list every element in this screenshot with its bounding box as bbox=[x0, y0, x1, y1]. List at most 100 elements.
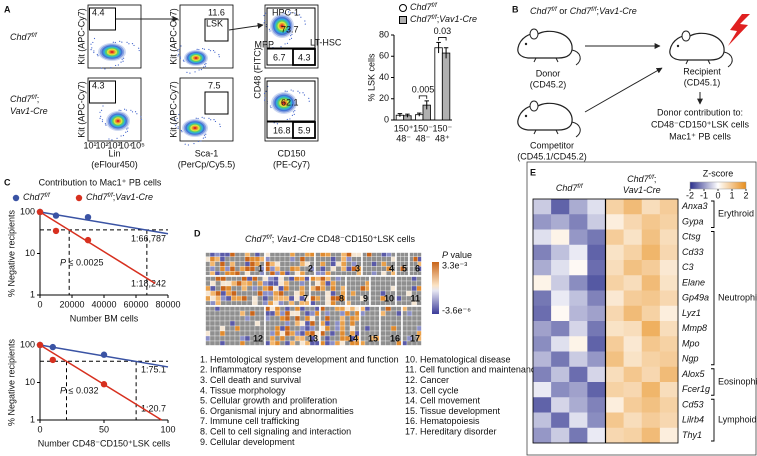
term-cell bbox=[364, 325, 371, 332]
heatmap-cell bbox=[533, 290, 552, 307]
genotype-part: ; bbox=[272, 234, 277, 244]
y-tick-label: 10 bbox=[25, 377, 35, 387]
x-tick-label: 48⁻ bbox=[416, 133, 431, 143]
term-cell bbox=[244, 315, 251, 322]
heatmap-cell bbox=[605, 305, 624, 322]
term-cell bbox=[369, 310, 376, 317]
heatmap-cell bbox=[587, 351, 606, 368]
fit-line bbox=[39, 211, 156, 285]
event-dot bbox=[290, 37, 293, 39]
event-dot bbox=[140, 116, 142, 118]
term-cell bbox=[214, 335, 221, 342]
mouse-label: (CD45.1) bbox=[684, 77, 721, 87]
density bbox=[280, 24, 284, 28]
x-tick-label: 150⁻ bbox=[413, 123, 433, 133]
x-tick-label: 60000 bbox=[123, 299, 148, 309]
term-cell bbox=[350, 285, 356, 292]
genotype-part: f/f bbox=[432, 2, 438, 9]
genotype-part: Chd7 bbox=[410, 14, 433, 24]
event-dot bbox=[203, 117, 205, 119]
term-cell bbox=[340, 261, 347, 267]
heatmap-cell bbox=[641, 199, 661, 215]
event-dot bbox=[131, 111, 134, 113]
heatmap-cell bbox=[587, 336, 606, 352]
term-cell bbox=[340, 256, 347, 262]
tile-number: 10 bbox=[384, 293, 394, 303]
term-cell bbox=[390, 315, 397, 322]
event-dot bbox=[198, 69, 200, 71]
heatmap-cell bbox=[623, 366, 643, 383]
term-cell bbox=[209, 320, 216, 327]
heatmap-cell bbox=[641, 305, 661, 322]
density bbox=[110, 50, 114, 54]
term-cell bbox=[239, 325, 246, 332]
term-cell bbox=[209, 335, 216, 342]
competitor-mouse bbox=[517, 100, 581, 138]
heatmap-cell bbox=[569, 305, 588, 322]
heatmap-cell bbox=[605, 366, 624, 383]
gate bbox=[266, 80, 316, 122]
event-dot bbox=[298, 14, 301, 16]
data-point bbox=[52, 227, 60, 235]
event-dot bbox=[116, 137, 118, 139]
data-point bbox=[49, 343, 56, 351]
x-axis-label: (eFlour450) bbox=[91, 159, 138, 169]
term-cell bbox=[267, 290, 274, 297]
term-cell bbox=[274, 315, 281, 322]
term-cell bbox=[294, 320, 301, 327]
event-dot bbox=[286, 118, 288, 121]
heatmap-cell bbox=[659, 382, 679, 398]
term-cell bbox=[273, 290, 279, 297]
term-cell bbox=[406, 325, 413, 332]
colorbar-tick-label: 1 bbox=[729, 190, 734, 200]
heatmap-cell bbox=[659, 336, 679, 352]
term-cell bbox=[360, 285, 366, 292]
term-cell bbox=[349, 310, 356, 317]
term-cell bbox=[214, 266, 221, 272]
term-cell bbox=[349, 320, 356, 327]
heatmap-cell bbox=[587, 397, 606, 413]
gate-label: LSK bbox=[206, 18, 223, 28]
tile-number: 7 bbox=[303, 293, 308, 303]
heatmap-cell bbox=[659, 321, 679, 337]
heatmap-cell bbox=[587, 366, 606, 383]
term-cell bbox=[231, 285, 237, 292]
heatmap-cell bbox=[605, 321, 624, 337]
term-cell bbox=[314, 295, 321, 302]
term-cell bbox=[339, 320, 346, 327]
term-cell bbox=[236, 290, 242, 297]
event-dot bbox=[134, 111, 137, 113]
event-dot bbox=[178, 48, 181, 51]
heatmap-cell bbox=[551, 305, 570, 322]
genotype-label: Chd7f/f bbox=[23, 192, 51, 203]
event-dot bbox=[114, 41, 116, 44]
heatmap-cell bbox=[641, 397, 661, 413]
term-cell bbox=[278, 285, 284, 292]
tile-number: 5 bbox=[402, 263, 407, 273]
term-cell bbox=[324, 320, 331, 327]
term-cell bbox=[366, 256, 372, 262]
tile-number: 12 bbox=[253, 333, 263, 343]
term-cell bbox=[334, 330, 341, 337]
term-cell bbox=[289, 310, 296, 317]
event-dot bbox=[131, 43, 134, 45]
event-dot bbox=[263, 22, 265, 24]
event-dot bbox=[302, 92, 304, 94]
gate-value: 5.9 bbox=[298, 125, 311, 135]
term-cell bbox=[262, 290, 269, 297]
term-cell bbox=[294, 290, 300, 297]
event-dot bbox=[122, 134, 125, 137]
fit-line bbox=[39, 211, 169, 235]
term-cell bbox=[385, 325, 392, 332]
term-cell bbox=[351, 256, 357, 262]
heatmap-cell bbox=[605, 244, 624, 261]
term-cell bbox=[349, 315, 356, 322]
gene-label: C3 bbox=[682, 262, 694, 272]
x-axis-label: Number CD48⁻CD150⁺LSK cells bbox=[38, 438, 171, 448]
genotype-part: f/f bbox=[432, 14, 438, 21]
term-cell bbox=[406, 315, 413, 322]
legend-symbol bbox=[399, 16, 407, 24]
tile-number: 17 bbox=[410, 333, 420, 343]
gene-label: Gp49a bbox=[682, 293, 709, 303]
event-dot bbox=[204, 63, 206, 66]
